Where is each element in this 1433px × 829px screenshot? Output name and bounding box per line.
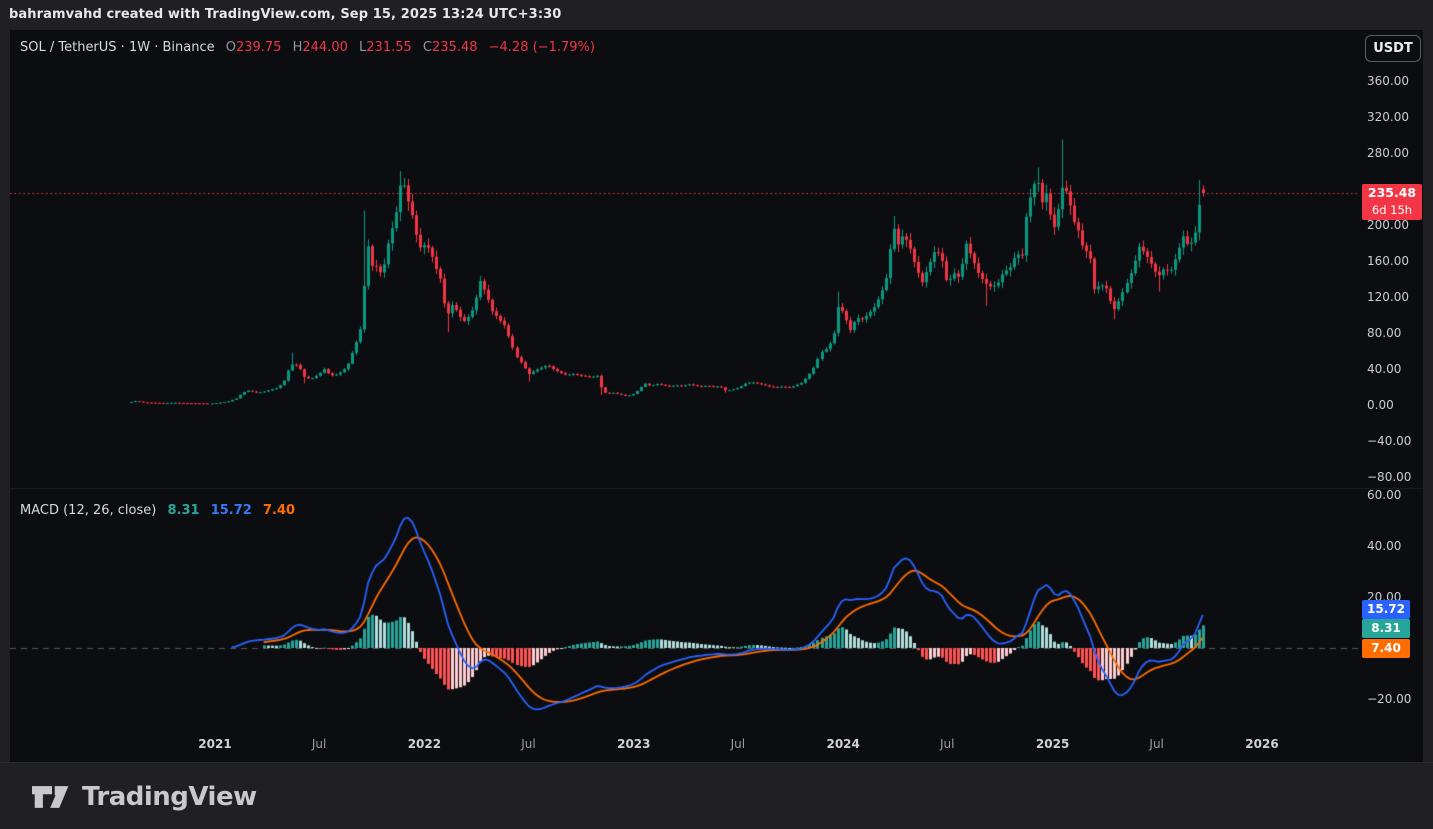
high-value: 244.00 <box>302 40 348 55</box>
macd-tick-label: 40.00 <box>1367 539 1402 553</box>
macd-signal-badge: 7.40 <box>1362 639 1410 658</box>
low-value: 231.55 <box>366 40 412 55</box>
macd-line-badge: 15.72 <box>1362 600 1410 619</box>
tradingview-logo-icon <box>32 785 69 808</box>
last-price-value: 235.48 <box>1367 185 1417 200</box>
close-value: 235.48 <box>432 40 478 55</box>
last-price-badge: 235.48 6d 15h <box>1362 184 1422 220</box>
low-label: L <box>359 40 367 55</box>
time-tick-label: 2021 <box>198 737 232 751</box>
price-tick-label: 320.00 <box>1367 110 1409 124</box>
time-tick-label: Jul <box>311 737 327 751</box>
macd-hist-badge: 8.31 <box>1362 619 1410 638</box>
time-tick-label: Jul <box>1149 737 1164 751</box>
macd-signal-value: 7.40 <box>262 503 296 518</box>
attribution-text: bahramvahd created with TradingView.com,… <box>9 7 562 22</box>
chart-canvas[interactable] <box>10 30 1423 762</box>
attribution-bar: bahramvahd created with TradingView.com,… <box>0 0 1433 30</box>
price-tick-label: 280.00 <box>1367 146 1409 160</box>
macd-hist-value: 8.31 <box>167 503 200 518</box>
open-value: 239.75 <box>235 40 282 55</box>
price-tick-label: 120.00 <box>1367 290 1409 304</box>
price-tick-label: 0.00 <box>1367 398 1394 412</box>
time-tick-label: 2026 <box>1245 737 1279 751</box>
chart-panel: SOL / TetherUS · 1W · Binance O239.75 H2… <box>10 30 1423 762</box>
price-tick-label: −40.00 <box>1367 434 1412 448</box>
price-tick-label: 40.00 <box>1367 362 1402 376</box>
symbol-title: SOL / TetherUS · 1W · Binance <box>20 40 215 55</box>
footer-bar: TradingView <box>0 762 1433 829</box>
tradingview-logo-link[interactable]: TradingView <box>32 782 257 812</box>
close-label: C <box>422 40 432 55</box>
price-tick-label: 360.00 <box>1367 74 1409 88</box>
time-tick-label: Jul <box>940 737 955 751</box>
macd-line-value: 15.72 <box>210 503 252 518</box>
time-tick-label: Jul <box>730 737 746 751</box>
open-label: O <box>225 40 236 55</box>
price-tick-label: 160.00 <box>1367 254 1409 268</box>
price-tick-label: 80.00 <box>1367 326 1402 340</box>
time-tick-label: 2024 <box>826 737 860 751</box>
time-tick-label: Jul <box>521 737 536 751</box>
macd-tick-label: −20.00 <box>1367 692 1412 706</box>
time-tick-label: 2025 <box>1035 737 1070 751</box>
macd-tick-label: 60.00 <box>1367 488 1402 502</box>
macd-legend[interactable]: MACD (12, 26, close) 8.31 15.72 7.40 <box>20 503 295 518</box>
macd-title: MACD (12, 26, close) <box>20 503 157 518</box>
symbol-legend[interactable]: SOL / TetherUS · 1W · Binance O239.75 H2… <box>20 40 595 55</box>
price-tick-label: 200.00 <box>1367 218 1409 232</box>
bar-countdown: 6d 15h <box>1371 203 1413 217</box>
price-tick-label: −80.00 <box>1367 470 1412 484</box>
high-label: H <box>292 40 303 55</box>
tradingview-logo-text: TradingView <box>82 781 257 812</box>
time-tick-label: 2023 <box>617 737 651 751</box>
currency-toggle-button[interactable]: USDT <box>1365 35 1421 62</box>
time-tick-label: 2022 <box>407 737 442 751</box>
change-value: −4.28 (−1.79%) <box>488 40 595 55</box>
